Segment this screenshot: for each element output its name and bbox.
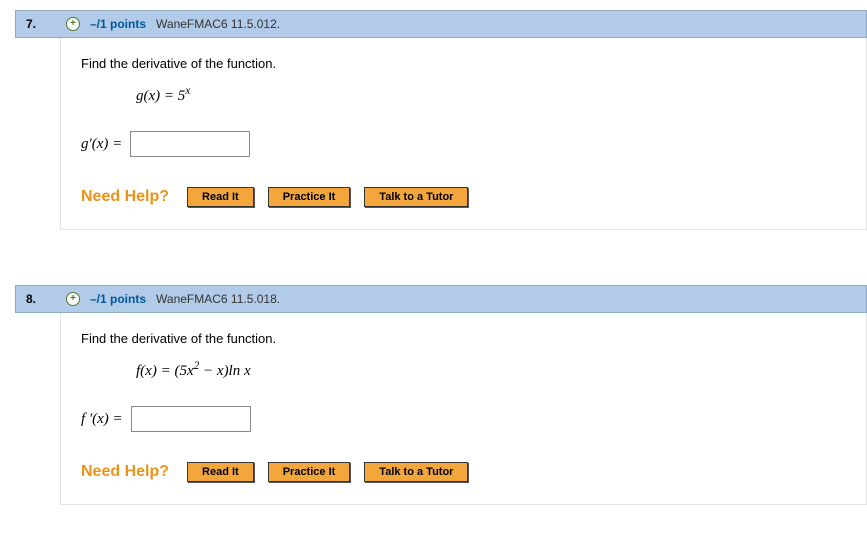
question-body: Find the derivative of the function. f(x… — [60, 313, 867, 505]
question-formula: g(x) = 5x — [136, 85, 846, 105]
expand-icon[interactable]: + — [66, 17, 80, 31]
talk-to-tutor-button[interactable]: Talk to a Tutor — [364, 462, 468, 482]
expand-icon[interactable]: + — [66, 292, 80, 306]
question-header: 7. + –/1 points WaneFMAC6 11.5.012. — [15, 10, 867, 38]
question-block: 8. + –/1 points WaneFMAC6 11.5.018. Find… — [15, 285, 867, 505]
answer-row: g'(x) = — [81, 131, 846, 157]
question-points[interactable]: –/1 points — [90, 17, 146, 31]
question-header: 8. + –/1 points WaneFMAC6 11.5.018. — [15, 285, 867, 313]
practice-it-button[interactable]: Practice It — [268, 462, 351, 482]
question-reference: WaneFMAC6 11.5.012. — [156, 17, 280, 31]
help-row: Need Help? Read It Practice It Talk to a… — [81, 187, 846, 207]
answer-row: f '(x) = — [81, 406, 846, 432]
question-number: 7. — [26, 17, 56, 31]
question-number: 8. — [26, 292, 56, 306]
question-reference: WaneFMAC6 11.5.018. — [156, 292, 280, 306]
answer-input[interactable] — [131, 406, 251, 432]
question-prompt: Find the derivative of the function. — [81, 331, 846, 346]
question-formula: f(x) = (5x2 − x)ln x — [136, 360, 846, 380]
question-points[interactable]: –/1 points — [90, 292, 146, 306]
question-prompt: Find the derivative of the function. — [81, 56, 846, 71]
answer-label: g'(x) = — [81, 136, 122, 153]
answer-label: f '(x) = — [81, 411, 123, 428]
practice-it-button[interactable]: Practice It — [268, 187, 351, 207]
talk-to-tutor-button[interactable]: Talk to a Tutor — [364, 187, 468, 207]
question-body: Find the derivative of the function. g(x… — [60, 38, 867, 230]
read-it-button[interactable]: Read It — [187, 462, 254, 482]
read-it-button[interactable]: Read It — [187, 187, 254, 207]
need-help-label: Need Help? — [81, 463, 169, 481]
help-row: Need Help? Read It Practice It Talk to a… — [81, 462, 846, 482]
question-block: 7. + –/1 points WaneFMAC6 11.5.012. Find… — [15, 10, 867, 230]
answer-input[interactable] — [130, 131, 250, 157]
need-help-label: Need Help? — [81, 188, 169, 206]
